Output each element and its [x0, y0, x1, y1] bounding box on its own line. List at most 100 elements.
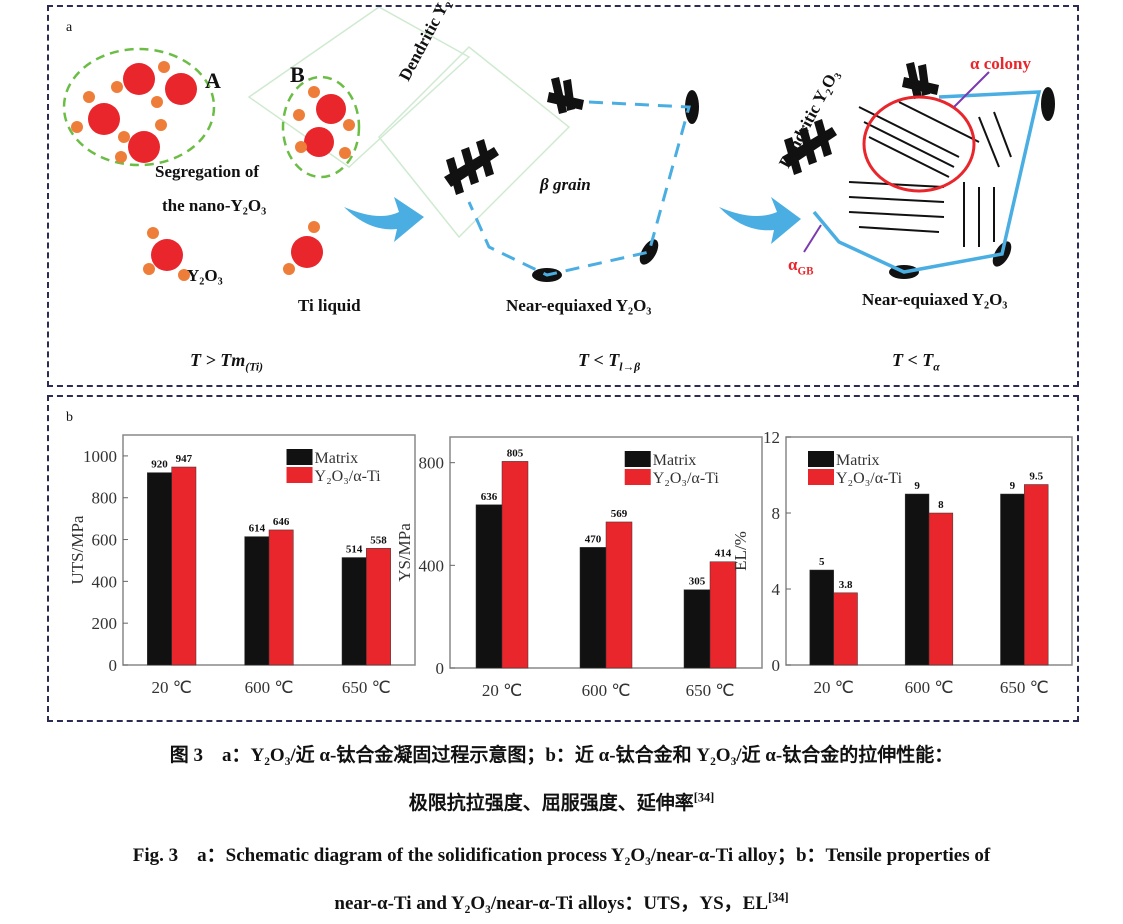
alpha-gb-pointer — [803, 224, 822, 253]
legend-label: Y₂O₃/α-Ti — [653, 470, 720, 487]
alpha-colony-pointer — [953, 71, 990, 108]
legend-label: Matrix — [653, 452, 697, 469]
bar — [605, 521, 633, 669]
panel-a-frame — [47, 5, 1079, 387]
cluster-b-label: B — [290, 62, 305, 87]
data-label: 305 — [689, 576, 706, 588]
data-label: 646 — [273, 516, 290, 528]
y-tick-label: 0 — [109, 656, 118, 675]
bar — [244, 536, 270, 666]
x-tick-label: 600 ℃ — [582, 681, 631, 700]
caption-en-ref: [34] — [768, 890, 789, 905]
data-label: 3.8 — [839, 579, 853, 591]
x-tick-label: 600 ℃ — [245, 678, 294, 697]
alpha-gb-label: αGB — [788, 255, 813, 277]
transition-arrow-1 — [344, 197, 424, 242]
data-label: 558 — [370, 534, 387, 546]
x-tick-label: 20 ℃ — [813, 678, 853, 697]
bar — [1024, 484, 1049, 666]
y-tick-label: 12 — [763, 428, 780, 447]
bar — [147, 472, 172, 666]
transition-arrow-2 — [719, 197, 801, 244]
caption-en-line1: Fig. 3 a：Schematic diagram of the solidi… — [132, 845, 991, 866]
legend-swatch — [808, 469, 834, 485]
bar — [171, 466, 197, 666]
panel-b-frame — [47, 395, 1079, 722]
x-tick-label: 20 ℃ — [482, 681, 522, 700]
data-label: 414 — [715, 548, 732, 560]
y-axis-label: EL/% — [731, 531, 750, 571]
panel-a-label: a — [66, 20, 73, 35]
legend-label: Matrix — [836, 452, 880, 469]
x-tick-label: 650 ℃ — [1000, 678, 1049, 697]
y-tick-label: 800 — [92, 489, 118, 508]
data-label: 514 — [346, 544, 363, 556]
legend-swatch — [808, 451, 834, 467]
data-label: 9 — [914, 480, 920, 492]
segregation-label-2: the nano-Y₂O₃ — [162, 196, 267, 215]
panel-b-label: b — [66, 410, 73, 425]
caption-en-text: near-α-Ti and Y₂O₃/near-α-Ti alloys：UTS，… — [334, 893, 768, 914]
caption-cn-text: 极限抗拉强度、屈服强度、延伸率 — [408, 793, 694, 814]
bar — [366, 548, 391, 666]
data-label: 8 — [938, 499, 944, 511]
y-axis-label: YS/MPa — [395, 523, 414, 582]
legend-swatch — [286, 467, 313, 483]
y-tick-label: 200 — [92, 614, 118, 633]
data-label: 920 — [151, 459, 168, 471]
data-label: 569 — [611, 508, 628, 520]
bar — [904, 493, 930, 666]
beta-grain-boundary — [467, 100, 691, 277]
y2o3-particles — [71, 61, 355, 281]
bar — [475, 504, 503, 669]
alpha-gb-main: α — [788, 255, 798, 274]
data-label: 470 — [585, 533, 602, 545]
y-tick-label: 400 — [419, 556, 445, 575]
data-label: 9.5 — [1029, 471, 1043, 483]
data-label: 614 — [249, 523, 266, 535]
stage-2-main: T < T — [578, 350, 620, 370]
cluster-b-boundary — [281, 75, 361, 179]
alpha-colony-label: α colony — [970, 54, 1031, 73]
bar — [579, 547, 607, 669]
bar — [1000, 493, 1025, 666]
x-tick-label: 650 ℃ — [342, 678, 391, 697]
cluster-a-label: A — [205, 68, 221, 93]
cluster-a-boundary — [62, 47, 216, 167]
bar — [809, 569, 834, 666]
stage-2-sub: l→β — [619, 360, 641, 374]
bar — [709, 561, 737, 669]
alpha-gb-sub: GB — [797, 265, 814, 278]
y-tick-label: 800 — [419, 454, 445, 473]
segregation-label-1: Segregation of — [155, 162, 260, 181]
y-tick-label: 0 — [772, 656, 781, 675]
legend-swatch — [624, 469, 651, 485]
y-tick-label: 4 — [772, 580, 781, 599]
bar — [833, 592, 858, 666]
near-equiaxed-label-2: Near-equiaxed Y₂O₃ — [862, 290, 1008, 309]
legend-label: Y₂O₃/α-Ti — [315, 468, 382, 485]
x-tick-label: 20 ℃ — [151, 678, 191, 697]
x-tick-label: 650 ℃ — [686, 681, 735, 700]
stage-1-sub: (Ti) — [245, 360, 263, 374]
solidification-schematic — [62, 7, 1055, 282]
near-equiaxed-label-1: Near-equiaxed Y₂O₃ — [506, 296, 652, 315]
bar — [268, 529, 294, 666]
alpha-gb-boundary — [812, 90, 1042, 274]
data-label: 947 — [176, 453, 193, 465]
y-tick-label: 400 — [92, 572, 118, 591]
stage-3-sub: α — [933, 360, 940, 374]
data-label: 636 — [481, 491, 498, 503]
data-label: 805 — [507, 447, 524, 459]
caption-cn-ref: [34] — [693, 790, 715, 805]
y-tick-label: 0 — [436, 659, 445, 678]
legend-swatch — [286, 449, 313, 465]
legend-label: Y₂O₃/α-Ti — [836, 470, 903, 487]
bar — [683, 589, 711, 669]
x-tick-label: 600 ℃ — [905, 678, 954, 697]
stage-1-label: T > Tm(Ti) — [190, 350, 263, 374]
alpha-colony-highlight — [862, 95, 976, 193]
bar — [501, 461, 529, 669]
bar — [341, 557, 367, 666]
